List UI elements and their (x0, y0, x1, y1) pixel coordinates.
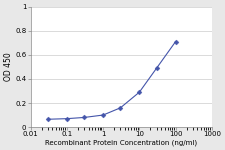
Y-axis label: OD 450: OD 450 (4, 52, 13, 81)
X-axis label: Recombinant Protein Concentration (ng/ml): Recombinant Protein Concentration (ng/ml… (45, 139, 197, 146)
